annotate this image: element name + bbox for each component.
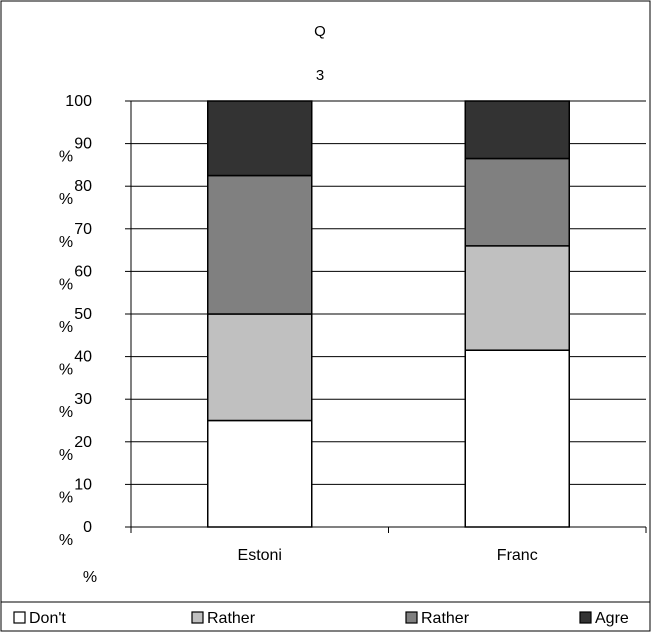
legend-label: Rather [207,610,256,627]
chart-title-line: 3 [316,67,324,84]
y-tick-label: 30 [74,391,92,408]
bar-segment [207,100,313,177]
y-tick-label: 50 [74,306,92,323]
y-tick-unit: % [59,362,73,379]
bar-segment [464,100,570,160]
legend-label: Rather [421,610,470,627]
y-tick-unit: % [59,149,73,166]
y-tick-label: 90 [74,136,92,153]
y-tick-label: 40 [74,349,92,366]
y-tick-label: 80 [74,178,92,195]
y-tick-unit: % [59,532,73,549]
legend-swatch [13,611,26,624]
legend-swatch [191,611,204,624]
bar-segment [207,174,313,315]
legend-swatch [579,611,592,624]
legend: Don't Rather Rather Agre [13,610,629,627]
y-tick-label: 0 [83,519,92,536]
y-tick-unit: % [59,191,73,208]
chart-title-line: Q [314,23,326,40]
y-tick-unit: % [59,489,73,506]
y-tick-label: 20 [74,434,92,451]
bar-segment [464,349,570,528]
y-tick-label: 10 [74,476,92,493]
chart-title: Q3 [314,23,326,84]
x-tick-label: Estoni [238,547,282,564]
y-tick-unit: % [59,404,73,421]
y-tick-label: 60 [74,263,92,280]
legend-label: Don't [29,610,66,627]
x-tick-label: Franc [497,547,538,564]
y-tick-unit: % [59,447,73,464]
bars [207,100,570,528]
y-tick-label: 70 [74,221,92,238]
y-tick-label: 100 [65,93,92,110]
y-tick-unit: % [59,319,73,336]
y-tick-unit: % [59,276,73,293]
y-tick-unit: % [83,569,97,586]
bar-segment [207,419,313,528]
legend-swatch [405,611,418,624]
y-tick-unit: % [59,234,73,251]
bar-segment [207,313,313,422]
bar-segment [464,157,570,247]
legend-label: Agre [595,610,629,627]
bar-segment [464,245,570,351]
